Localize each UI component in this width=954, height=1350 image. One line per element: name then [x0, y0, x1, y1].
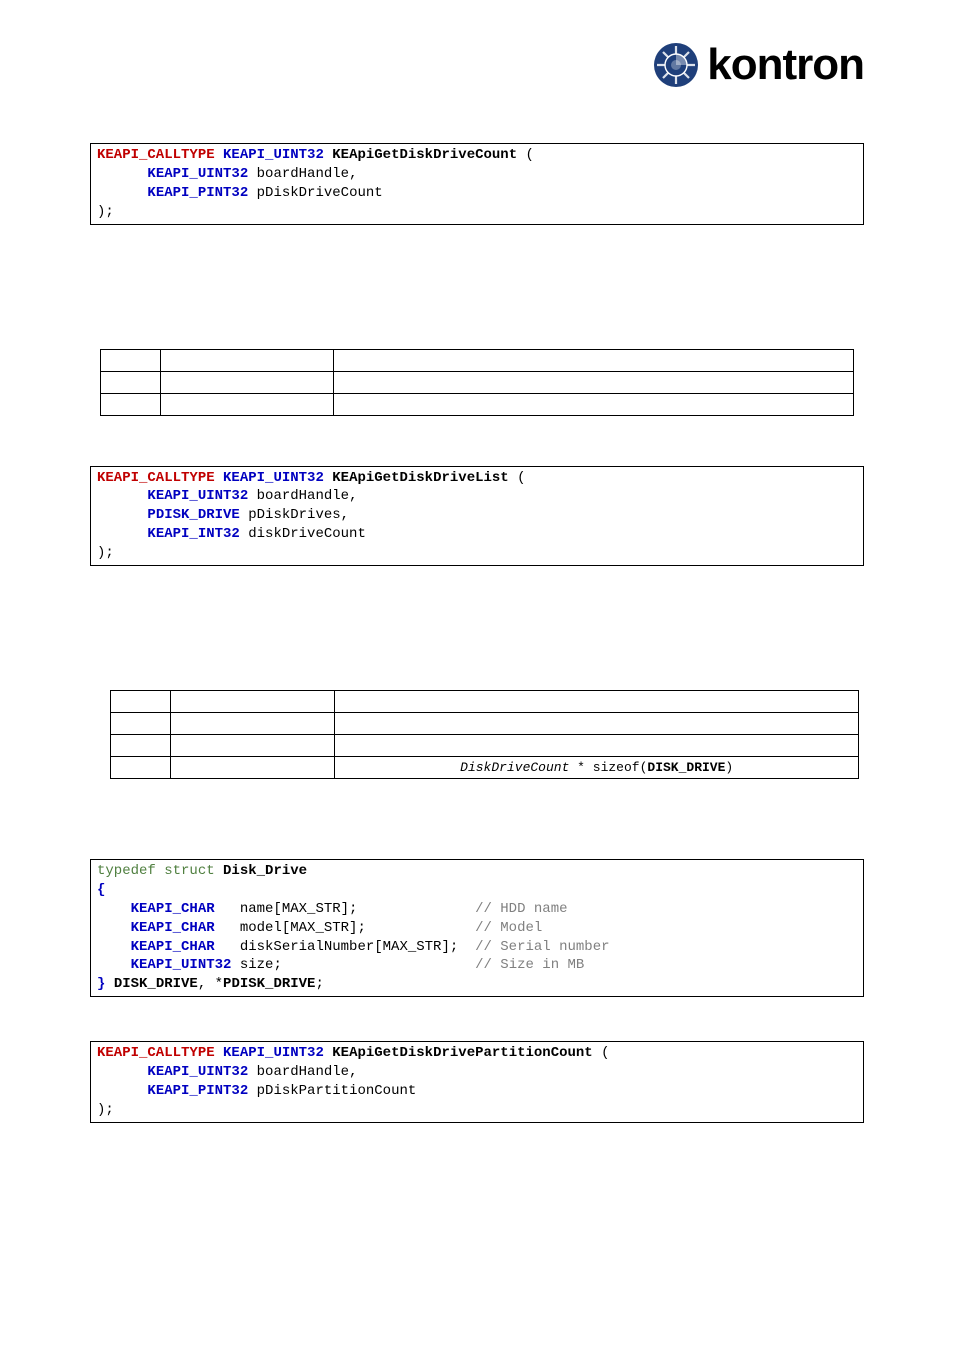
txt: );: [97, 545, 114, 561]
logo-inner: kontron: [653, 40, 864, 90]
txt: boardHandle,: [248, 1064, 357, 1080]
txt: name[MAX_STR];: [215, 901, 358, 917]
brace: }: [97, 976, 105, 992]
kw: KEAPI_PINT32: [147, 185, 248, 201]
comment: // Size in MB: [475, 957, 584, 973]
txt: , *: [198, 976, 223, 992]
table-row: [111, 735, 859, 757]
txt: diskDriveCount: [240, 526, 366, 542]
txt: model[MAX_STR];: [215, 920, 366, 936]
comment: // Model: [475, 920, 542, 936]
txt: (: [509, 470, 526, 486]
txt: boardHandle,: [248, 488, 357, 504]
txt: pDiskDriveCount: [248, 185, 382, 201]
spacer: [90, 436, 864, 466]
txt: pDiskPartitionCount: [248, 1083, 416, 1099]
kw: KEAPI_CHAR: [131, 939, 215, 955]
sizeof-cell: DiskDriveCount * sizeof(DISK_DRIVE): [335, 757, 859, 779]
kw: KEAPI_UINT32: [147, 1064, 248, 1080]
kw: KEAPI_UINT32: [223, 470, 324, 486]
txt: DiskDriveCount: [460, 760, 569, 775]
code-block-getdiskdrivelist: KEAPI_CALLTYPE KEAPI_UINT32 KEApiGetDisk…: [90, 466, 864, 566]
code-block-getdiskdrivecount: KEAPI_CALLTYPE KEAPI_UINT32 KEApiGetDisk…: [90, 143, 864, 225]
kw: KEAPI_PINT32: [147, 1083, 248, 1099]
txt: (: [517, 147, 534, 163]
txt: size;: [231, 957, 281, 973]
kw: KEAPI_UINT32: [131, 957, 232, 973]
kw: KEAPI_UINT32: [147, 488, 248, 504]
txt: * sizeof(: [569, 760, 647, 775]
table-row: DiskDriveCount * sizeof(DISK_DRIVE): [111, 757, 859, 779]
table-wrap: DiskDriveCount * sizeof(DISK_DRIVE): [90, 690, 864, 779]
kw: PDISK_DRIVE: [147, 507, 239, 523]
spacer: [90, 580, 864, 690]
kw: KEAPI_CHAR: [131, 901, 215, 917]
code-block-diskdrive-struct: typedef struct Disk_Drive { KEAPI_CHAR n…: [90, 859, 864, 997]
table-row: [111, 691, 859, 713]
alias: DISK_DRIVE: [114, 976, 198, 992]
kontron-logo-icon: [653, 42, 699, 88]
comment: // Serial number: [475, 939, 609, 955]
page-container: kontron KEAPI_CALLTYPE KEAPI_UINT32 KEAp…: [0, 0, 954, 1177]
kw: KEAPI_UINT32: [223, 147, 324, 163]
fn-name: KEApiGetDiskDriveCount: [332, 147, 517, 163]
txt: (: [593, 1045, 610, 1061]
table-row: [101, 349, 854, 371]
kw: typedef struct: [97, 863, 215, 879]
struct-name: Disk_Drive: [223, 863, 307, 879]
kw: KEAPI_UINT32: [223, 1045, 324, 1061]
comment: // HDD name: [475, 901, 567, 917]
logo-text: kontron: [707, 40, 864, 90]
txt: );: [97, 204, 114, 220]
code-block-getpartitioncount: KEAPI_CALLTYPE KEAPI_UINT32 KEApiGetDisk…: [90, 1041, 864, 1123]
txt: ): [725, 760, 733, 775]
table-row: [111, 713, 859, 735]
txt: );: [97, 1102, 114, 1118]
spacer: [90, 1011, 864, 1041]
fn-name: KEApiGetDiskDrivePartitionCount: [332, 1045, 592, 1061]
txt: boardHandle,: [248, 166, 357, 182]
fn-name: KEApiGetDiskDriveList: [332, 470, 508, 486]
spacer: [90, 799, 864, 859]
kw: KEAPI_INT32: [147, 526, 239, 542]
txt: diskSerialNumber[MAX_STR];: [215, 939, 459, 955]
kw: KEAPI_CALLTYPE: [97, 1045, 215, 1061]
brace: {: [97, 882, 105, 898]
alias: PDISK_DRIVE: [223, 976, 315, 992]
txt: DISK_DRIVE: [647, 760, 725, 775]
table-wrap: [90, 349, 864, 416]
spacer: [90, 239, 864, 349]
kw: KEAPI_CALLTYPE: [97, 147, 215, 163]
param-table-2: DiskDriveCount * sizeof(DISK_DRIVE): [110, 690, 859, 779]
logo-block: kontron: [90, 40, 864, 93]
txt: pDiskDrives,: [240, 507, 349, 523]
table-row: [101, 393, 854, 415]
kw: KEAPI_CALLTYPE: [97, 470, 215, 486]
param-table-1: [100, 349, 854, 416]
kw: KEAPI_CHAR: [131, 920, 215, 936]
txt: ;: [315, 976, 323, 992]
table-row: [101, 371, 854, 393]
kw: KEAPI_UINT32: [147, 166, 248, 182]
